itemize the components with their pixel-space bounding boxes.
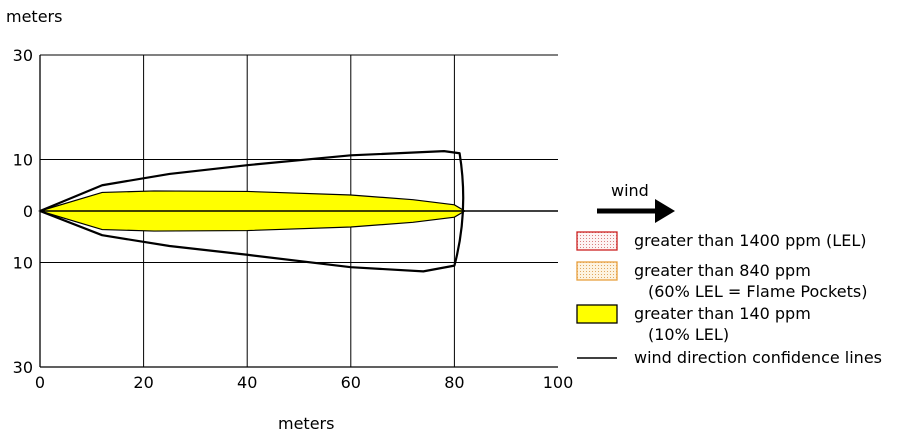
legend-swatch-1 <box>576 261 618 281</box>
y-tick-1: 10 <box>13 151 33 170</box>
legend-label-1-0: greater than 840 ppm <box>634 261 811 280</box>
wind-label: wind <box>611 181 649 200</box>
x-tick-20: 20 <box>133 373 153 392</box>
legend-swatch-2 <box>576 304 618 324</box>
legend-label-0-0: greater than 1400 ppm (LEL) <box>634 231 866 250</box>
legend-label-2-1: (10% LEL) <box>648 325 729 344</box>
y-tick-2: 0 <box>23 202 33 221</box>
confidence-lines <box>39 150 558 273</box>
y-tick-0: 30 <box>13 46 33 65</box>
legend-label-1-1: (60% LEL = Flame Pockets) <box>648 282 867 301</box>
legend: greater than 1400 ppm (LEL) greater than … <box>576 231 882 367</box>
legend-label-2-0: greater than 140 ppm <box>634 304 811 323</box>
x-tick-labels: 0 20 40 60 80 100 <box>35 373 573 392</box>
legend-label-3-0: wind direction confidence lines <box>634 348 882 367</box>
legend-swatch-0 <box>576 231 618 251</box>
y-axis-unit-label: meters <box>6 7 62 26</box>
wind-indicator: wind <box>597 181 675 223</box>
x-tick-40: 40 <box>237 373 257 392</box>
x-tick-100: 100 <box>543 373 574 392</box>
plot-frame <box>39 54 558 368</box>
y-tick-4: 30 <box>13 358 33 377</box>
x-axis-label: meters <box>278 414 334 433</box>
y-tick-labels: 30 10 0 10 30 <box>13 46 33 377</box>
x-tick-0: 0 <box>35 373 45 392</box>
wind-arrow-icon <box>597 199 675 223</box>
confidence-envelope <box>39 150 465 273</box>
x-tick-80: 80 <box>444 373 464 392</box>
y-tick-3: 10 <box>13 254 33 273</box>
x-tick-60: 60 <box>341 373 361 392</box>
